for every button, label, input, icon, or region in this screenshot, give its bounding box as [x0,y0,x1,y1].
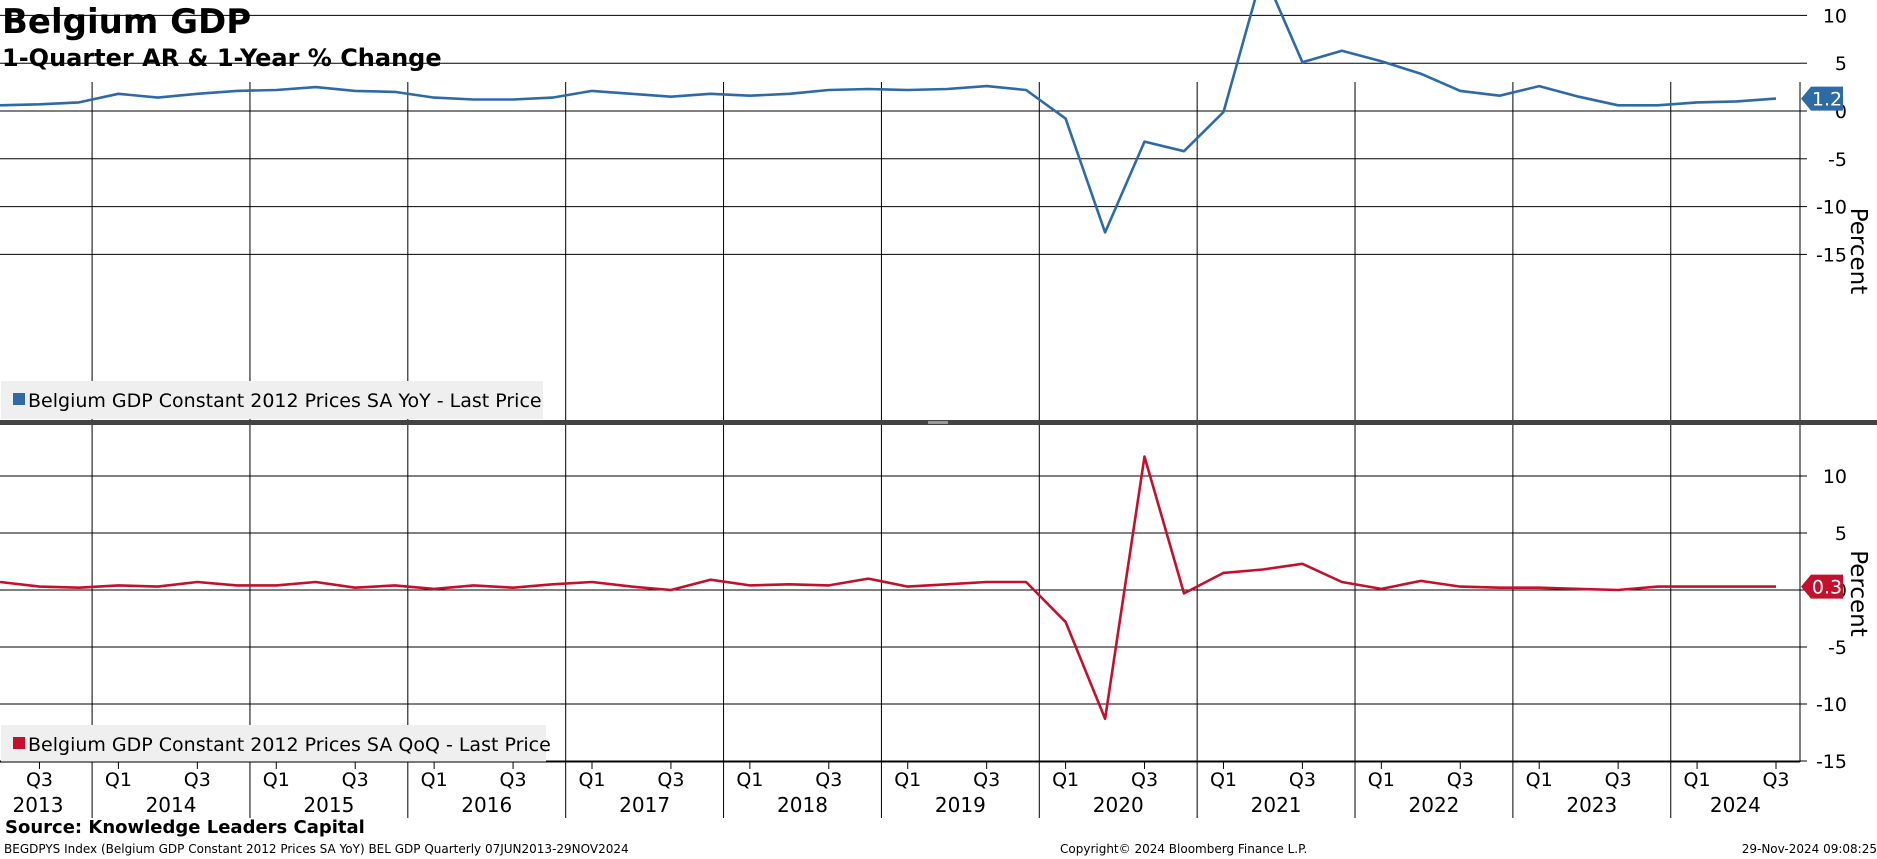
x-quarter-label: Q1 [263,769,290,791]
y-tick-label: -15 [1816,244,1847,266]
last-value-badge [1801,86,1843,111]
series-line [0,0,1777,234]
last-value-label: 1.2 [1812,89,1842,111]
x-year-label: 2020 [1093,793,1144,817]
y-tick-label: -5 [1828,149,1847,171]
y-tick-label: -5 [1828,637,1847,659]
series-description: BEGDPYS Index (Belgium GDP Constant 2012… [4,842,629,856]
series-line [0,455,1776,721]
y-axis-title: Percent [1845,208,1871,295]
x-quarter-label: Q3 [815,769,842,791]
y-tick-label: 10 [1823,466,1847,488]
x-quarter-label: Q3 [500,769,527,791]
x-quarter-label: Q1 [578,769,605,791]
y-tick-label: 5 [1835,523,1847,545]
x-year-label: 2018 [777,793,828,817]
panel-splitter-handle [928,421,948,424]
y-tick-label: -10 [1816,694,1847,716]
x-quarter-label: Q3 [657,769,684,791]
x-year-label: 2022 [1409,793,1460,817]
legend-label: Belgium GDP Constant 2012 Prices SA YoY … [28,390,542,412]
y-tick-label: -15 [1816,751,1847,773]
legend-label: Belgium GDP Constant 2012 Prices SA QoQ … [28,734,551,756]
chart-subtitle: 1-Quarter AR & 1-Year % Change [2,44,442,72]
y-axis-title: Percent [1845,550,1871,637]
x-quarter-label: Q3 [1289,769,1316,791]
x-quarter-label: Q1 [1052,769,1079,791]
x-quarter-label: Q3 [342,769,369,791]
x-year-label: 2014 [146,793,197,817]
x-year-label: 2023 [1566,793,1617,817]
y-tick-label: -10 [1816,197,1847,219]
legend-swatch [13,393,25,405]
x-year-label: 2021 [1251,793,1302,817]
timestamp: 29-Nov-2024 09:08:25 [1741,842,1877,856]
y-tick-label: 10 [1823,5,1847,27]
x-quarter-label: Q3 [973,769,1000,791]
source-note: Source: Knowledge Leaders Capital [5,817,365,838]
copyright-note: Copyright© 2024 Bloomberg Finance L.P. [1060,842,1308,856]
x-quarter-label: Q1 [105,769,132,791]
x-quarter-label: Q3 [1605,769,1632,791]
y-tick-label: 5 [1835,53,1847,75]
x-quarter-label: Q1 [1210,769,1237,791]
x-year-label: 2016 [461,793,512,817]
last-value-label: 0.3 [1812,577,1842,599]
x-quarter-label: Q1 [1526,769,1553,791]
x-year-label: 2019 [935,793,986,817]
x-quarter-label: Q1 [421,769,448,791]
x-quarter-label: Q3 [184,769,211,791]
legend-box [1,381,543,419]
x-quarter-label: Q3 [26,769,53,791]
x-quarter-label: Q3 [1131,769,1158,791]
x-quarter-label: Q3 [1762,769,1789,791]
x-quarter-label: Q1 [1368,769,1395,791]
x-year-label: 2024 [1710,793,1761,817]
legend-box [1,725,546,763]
chart-title: Belgium GDP [2,2,252,42]
x-quarter-label: Q1 [1684,769,1711,791]
last-value-badge [1801,574,1843,599]
x-year-label: 2017 [619,793,670,817]
legend-swatch [13,737,25,749]
x-quarter-label: Q1 [736,769,763,791]
x-quarter-label: Q1 [894,769,921,791]
x-quarter-label: Q3 [1447,769,1474,791]
x-year-label: 2015 [303,793,354,817]
x-year-label: 2013 [13,793,64,817]
